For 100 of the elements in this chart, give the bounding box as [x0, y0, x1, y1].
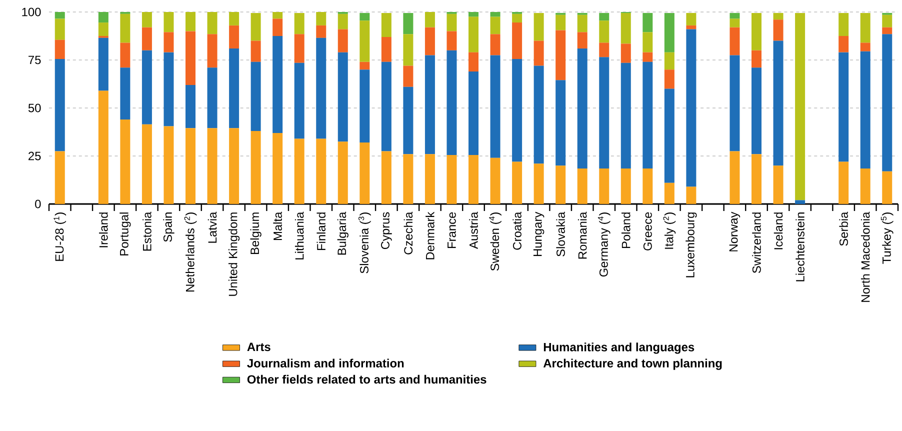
- bar: [272, 36, 283, 133]
- bar: [229, 25, 240, 48]
- bar: [424, 154, 435, 204]
- bar: [468, 72, 479, 156]
- bar: [838, 36, 849, 52]
- bar: [98, 90, 108, 204]
- bar: [446, 155, 457, 204]
- legend-label: Arts: [247, 342, 270, 352]
- legend-label: Architecture and town planning: [543, 358, 722, 370]
- bar: [664, 88, 674, 183]
- bar: [686, 12, 696, 26]
- bar: [838, 162, 849, 204]
- bar: [642, 12, 653, 32]
- bar: [642, 62, 653, 168]
- bar: [730, 27, 740, 56]
- bar: [860, 12, 870, 43]
- bar: [229, 48, 240, 128]
- bar: [468, 52, 479, 72]
- bar: [294, 34, 304, 63]
- bar: [620, 168, 631, 204]
- bar: [294, 12, 304, 34]
- bar: [338, 29, 348, 52]
- bar: [294, 138, 304, 204]
- bar: [838, 12, 849, 36]
- bar: [882, 27, 892, 34]
- bar: [577, 168, 588, 204]
- bar: [752, 154, 762, 204]
- bar: [381, 12, 392, 37]
- bar: [620, 12, 631, 44]
- bar: [752, 12, 762, 50]
- bar: [272, 12, 283, 19]
- bar: [403, 12, 414, 34]
- bar: [686, 29, 696, 187]
- x-tick-label: North Macedonia: [860, 212, 870, 302]
- x-tick-label: Sweden ($^{4}$): [489, 212, 502, 271]
- bar: [54, 40, 65, 60]
- bar: [164, 126, 174, 204]
- x-tick-label: Spain: [163, 212, 174, 242]
- bar: [620, 44, 631, 63]
- x-tick-label: Czechia: [404, 212, 413, 254]
- bar: [599, 20, 610, 43]
- x-tick-label: Italy ($^{2}$): [663, 212, 676, 249]
- bar: [316, 38, 326, 139]
- bar: [642, 52, 653, 62]
- legend-label: Other fields related to arts and humanities: [247, 374, 486, 384]
- bar: [381, 36, 392, 62]
- x-tick-label: Latvia: [208, 212, 217, 243]
- bar: [642, 168, 653, 204]
- bar: [424, 12, 435, 28]
- y-tick-label: 50: [28, 104, 41, 112]
- bar: [752, 50, 762, 68]
- bar: [664, 70, 674, 89]
- bar: [403, 34, 414, 66]
- bar: [250, 131, 261, 204]
- bar: [882, 171, 892, 204]
- y-tick-label: 25: [28, 152, 41, 160]
- bar: [534, 164, 544, 204]
- bar: [490, 16, 500, 34]
- x-tick-label: Bulgaria: [337, 212, 348, 255]
- bar: [272, 132, 283, 204]
- bar: [142, 124, 152, 204]
- bar: [534, 40, 544, 66]
- bar: [338, 52, 348, 142]
- x-tick-label: Germany ($^{4}$): [598, 212, 610, 277]
- bar: [229, 12, 240, 26]
- bar: [54, 59, 65, 152]
- bar: [403, 66, 414, 87]
- bar: [120, 14, 130, 43]
- x-tick-label: Greece: [643, 212, 652, 250]
- bar: [120, 42, 130, 68]
- bar: [468, 16, 479, 52]
- x-tick-label: Malta: [273, 212, 282, 240]
- x-tick-label: Hungary: [533, 212, 544, 256]
- bar: [250, 62, 261, 132]
- bar: [142, 12, 152, 28]
- bar: [599, 42, 610, 58]
- x-tick-label: Cyprus: [381, 212, 392, 250]
- bar: [142, 50, 152, 124]
- x-tick-label: Switzerland: [752, 212, 761, 274]
- bar: [250, 12, 261, 41]
- bar: [882, 14, 892, 28]
- bar: [120, 120, 130, 204]
- legend-label: Humanities and languages: [544, 342, 694, 354]
- bar: [360, 70, 370, 143]
- bar: [490, 12, 500, 17]
- bar: [686, 25, 696, 30]
- x-tick-label: Turkey ($^{5}$): [880, 212, 894, 264]
- bar: [316, 138, 326, 204]
- x-tick-label: United Kingdom: [228, 212, 240, 296]
- x-tick-label: EU-28 ($^{1}$): [54, 212, 66, 261]
- bar: [860, 51, 870, 168]
- bar: [664, 182, 674, 204]
- bar: [773, 12, 784, 20]
- bar: [468, 155, 479, 204]
- bar: [773, 166, 784, 204]
- bar: [556, 14, 566, 30]
- bar: [534, 12, 544, 41]
- bar: [424, 27, 435, 56]
- bar: [207, 12, 218, 34]
- x-tick-label: Croatia: [512, 212, 522, 250]
